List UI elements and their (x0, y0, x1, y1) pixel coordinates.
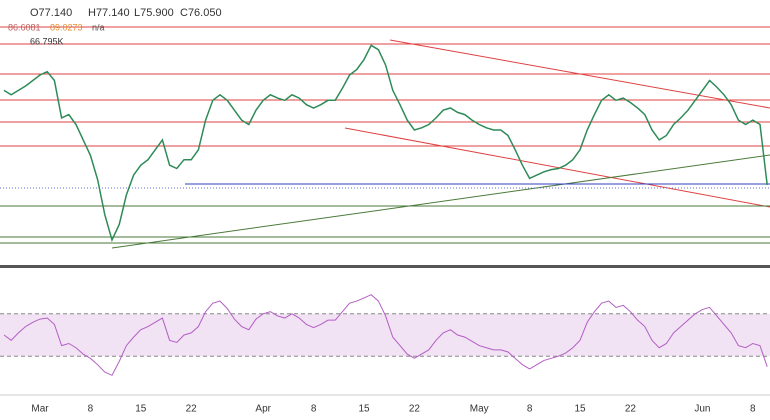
x-tick-label: 8 (750, 404, 756, 415)
levels (0, 26, 770, 268)
x-tick-label: 8 (88, 404, 94, 415)
x-tick-label: 15 (574, 404, 586, 415)
x-tick-label: 15 (135, 404, 147, 415)
indicator-value: n/a (92, 22, 105, 32)
ohlc-low: L75.900 (134, 7, 174, 19)
ohlc-close: C76.050 (180, 7, 222, 19)
x-tick-label: 22 (186, 404, 198, 415)
x-tick-label: Jun (694, 404, 710, 415)
x-tick-label: 8 (311, 404, 317, 415)
ohlc-high: H77.140 (88, 7, 130, 19)
volume-value: 66.795K (30, 36, 64, 46)
x-tick-label: May (470, 404, 489, 415)
x-tick-label: 15 (358, 404, 370, 415)
rsi-band (0, 313, 770, 357)
x-tick-label: 22 (409, 404, 421, 415)
x-tick-label: 8 (527, 404, 533, 415)
price-line (3, 44, 768, 243)
x-tick-label: Apr (255, 404, 271, 415)
rsi-line (3, 294, 768, 376)
indicator-value: 86.6081 (8, 22, 41, 32)
indicator-value: 89.0273 (50, 22, 83, 32)
x-tick-label: 22 (625, 404, 637, 415)
ohlc-open: O77.140 (30, 7, 72, 19)
x-tick-label: Mar (31, 404, 49, 415)
